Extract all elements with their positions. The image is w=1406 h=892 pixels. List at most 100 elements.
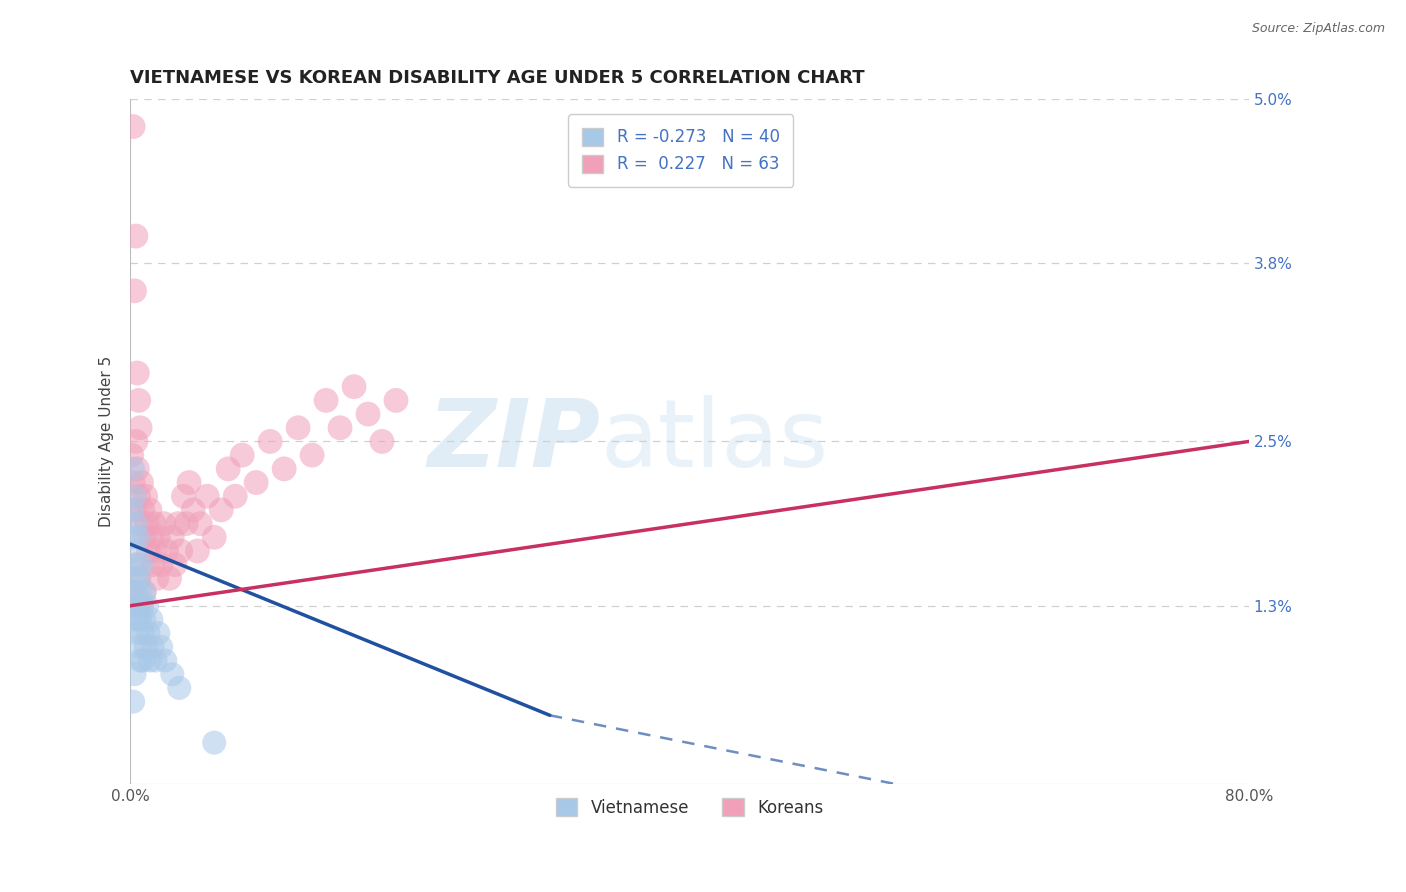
Point <box>169 544 191 558</box>
Point <box>136 599 159 613</box>
Point <box>128 612 150 626</box>
Point <box>125 516 148 531</box>
Point <box>142 640 165 654</box>
Point <box>122 120 145 134</box>
Point <box>141 530 163 544</box>
Point <box>124 571 146 585</box>
Point <box>315 393 337 408</box>
Text: atlas: atlas <box>600 395 828 487</box>
Point <box>385 393 408 408</box>
Point <box>131 558 153 572</box>
Point <box>148 626 170 640</box>
Point <box>167 516 190 531</box>
Point <box>138 626 160 640</box>
Point <box>127 558 149 572</box>
Point <box>124 284 146 298</box>
Point <box>357 407 380 421</box>
Point <box>122 530 145 544</box>
Point <box>141 612 163 626</box>
Point <box>132 653 155 667</box>
Point <box>181 503 204 517</box>
Point <box>124 489 146 503</box>
Point <box>124 503 146 517</box>
Point <box>162 530 184 544</box>
Point <box>177 475 200 490</box>
Point <box>143 516 166 531</box>
Point <box>136 516 159 531</box>
Point <box>150 558 173 572</box>
Point <box>124 585 146 599</box>
Point <box>129 653 152 667</box>
Point <box>125 612 148 626</box>
Point <box>122 475 145 490</box>
Point <box>131 599 153 613</box>
Point <box>121 448 143 462</box>
Point <box>122 462 145 476</box>
Point <box>245 475 267 490</box>
Point <box>231 448 253 462</box>
Point <box>145 544 167 558</box>
Point <box>156 544 179 558</box>
Point <box>343 380 366 394</box>
Point <box>139 653 162 667</box>
Point <box>125 558 148 572</box>
Point <box>134 585 156 599</box>
Point <box>159 571 181 585</box>
Point <box>124 667 146 681</box>
Point <box>188 516 211 531</box>
Point <box>329 421 352 435</box>
Text: Source: ZipAtlas.com: Source: ZipAtlas.com <box>1251 22 1385 36</box>
Point <box>174 516 197 531</box>
Text: VIETNAMESE VS KOREAN DISABILITY AGE UNDER 5 CORRELATION CHART: VIETNAMESE VS KOREAN DISABILITY AGE UNDE… <box>131 69 865 87</box>
Point <box>273 462 295 476</box>
Point <box>128 530 150 544</box>
Point <box>209 503 232 517</box>
Point <box>165 558 187 572</box>
Point <box>135 640 157 654</box>
Point <box>129 585 152 599</box>
Point <box>127 462 149 476</box>
Point <box>127 626 149 640</box>
Point <box>122 695 145 709</box>
Point <box>150 640 173 654</box>
Text: ZIP: ZIP <box>427 395 600 487</box>
Point <box>128 393 150 408</box>
Legend: Vietnamese, Koreans: Vietnamese, Koreans <box>548 791 831 823</box>
Point <box>131 599 153 613</box>
Point <box>134 612 156 626</box>
Point <box>127 599 149 613</box>
Point <box>128 640 150 654</box>
Point <box>371 434 394 449</box>
Point <box>301 448 323 462</box>
Point <box>195 489 218 503</box>
Point <box>125 434 148 449</box>
Point <box>217 462 239 476</box>
Point <box>128 571 150 585</box>
Point <box>124 544 146 558</box>
Point <box>127 599 149 613</box>
Point <box>148 530 170 544</box>
Point <box>128 571 150 585</box>
Point <box>142 558 165 572</box>
Point <box>135 489 157 503</box>
Point <box>139 503 162 517</box>
Y-axis label: Disability Age Under 5: Disability Age Under 5 <box>100 356 114 527</box>
Point <box>162 667 184 681</box>
Point <box>132 503 155 517</box>
Point <box>132 626 155 640</box>
Point <box>287 421 309 435</box>
Point <box>153 516 176 531</box>
Point <box>128 489 150 503</box>
Point <box>224 489 246 503</box>
Point <box>202 530 225 544</box>
Point <box>169 681 191 695</box>
Point <box>134 530 156 544</box>
Point <box>202 736 225 750</box>
Point <box>125 229 148 244</box>
Point <box>121 503 143 517</box>
Point <box>125 585 148 599</box>
Point <box>129 612 152 626</box>
Point <box>134 585 156 599</box>
Point <box>186 544 208 558</box>
Point <box>129 421 152 435</box>
